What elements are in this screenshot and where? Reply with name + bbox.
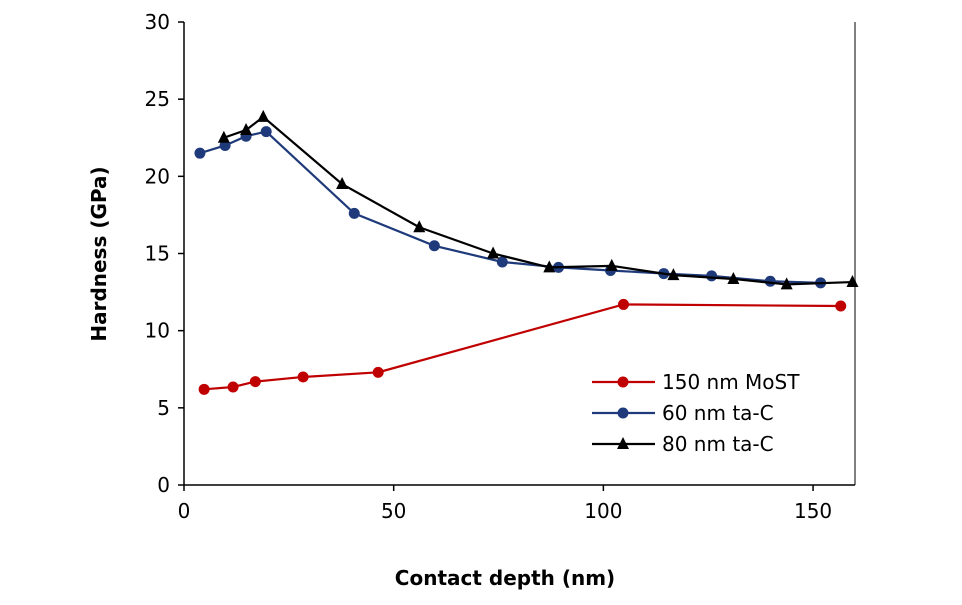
data-point [605,258,618,271]
data-point [835,300,847,312]
x-tick-label: 100 [584,499,622,523]
legend-marker [617,376,629,388]
series-150-nm-most [198,298,847,395]
y-tick-label: 30 [145,10,170,34]
y-axis-title: Hardness (GPa) [87,166,111,341]
data-point [194,147,206,159]
data-point [297,371,309,383]
y-tick-label: 20 [145,164,170,188]
y-tick-label: 25 [145,87,170,111]
data-point [543,260,556,273]
series-group [194,109,859,395]
legend: 150 nm MoST 60 nm ta-C 80 nm ta-C [592,370,800,456]
legend-label: 150 nm MoST [662,370,800,394]
axes: 0 5 10 15 20 25 30 0 50 100 150 [145,10,856,523]
data-point [257,109,270,122]
data-point [846,275,859,288]
legend-label: 80 nm ta-C [662,432,774,456]
y-tick-label: 15 [145,242,170,266]
legend-marker [617,437,629,449]
y-tick-label: 10 [145,319,170,343]
data-point [217,130,230,143]
legend-item-60-nm-ta-c: 60 nm ta-C [592,401,774,425]
data-point [780,277,793,290]
legend-marker [617,407,629,419]
data-point [618,298,630,310]
data-point [336,177,349,190]
x-tick-label: 0 [178,499,191,523]
series-line [199,130,821,284]
series-line [223,115,853,286]
data-point [260,126,272,138]
legend-item-80-nm-ta-c: 80 nm ta-C [592,432,774,456]
data-point [372,366,384,378]
data-point [227,381,239,393]
x-tick-label: 50 [381,499,406,523]
data-point [727,271,740,284]
x-tick-label: 150 [794,499,832,523]
data-point [249,376,261,388]
legend-item-150-nm-most: 150 nm MoST [592,370,800,394]
legend-label: 60 nm ta-C [662,401,774,425]
data-point [413,220,426,233]
y-tick-label: 5 [157,396,170,420]
data-point [706,270,718,282]
x-axis-title: Contact depth (nm) [395,566,615,590]
series-60-nm-ta-c [194,126,827,289]
data-point [487,246,500,259]
series-80-nm-ta-c [217,109,859,290]
data-point [198,383,210,395]
data-point [348,207,360,219]
data-point [667,268,680,281]
data-point [240,123,253,136]
data-point [428,240,440,252]
y-tick-label: 0 [157,473,170,497]
data-point [496,256,508,268]
